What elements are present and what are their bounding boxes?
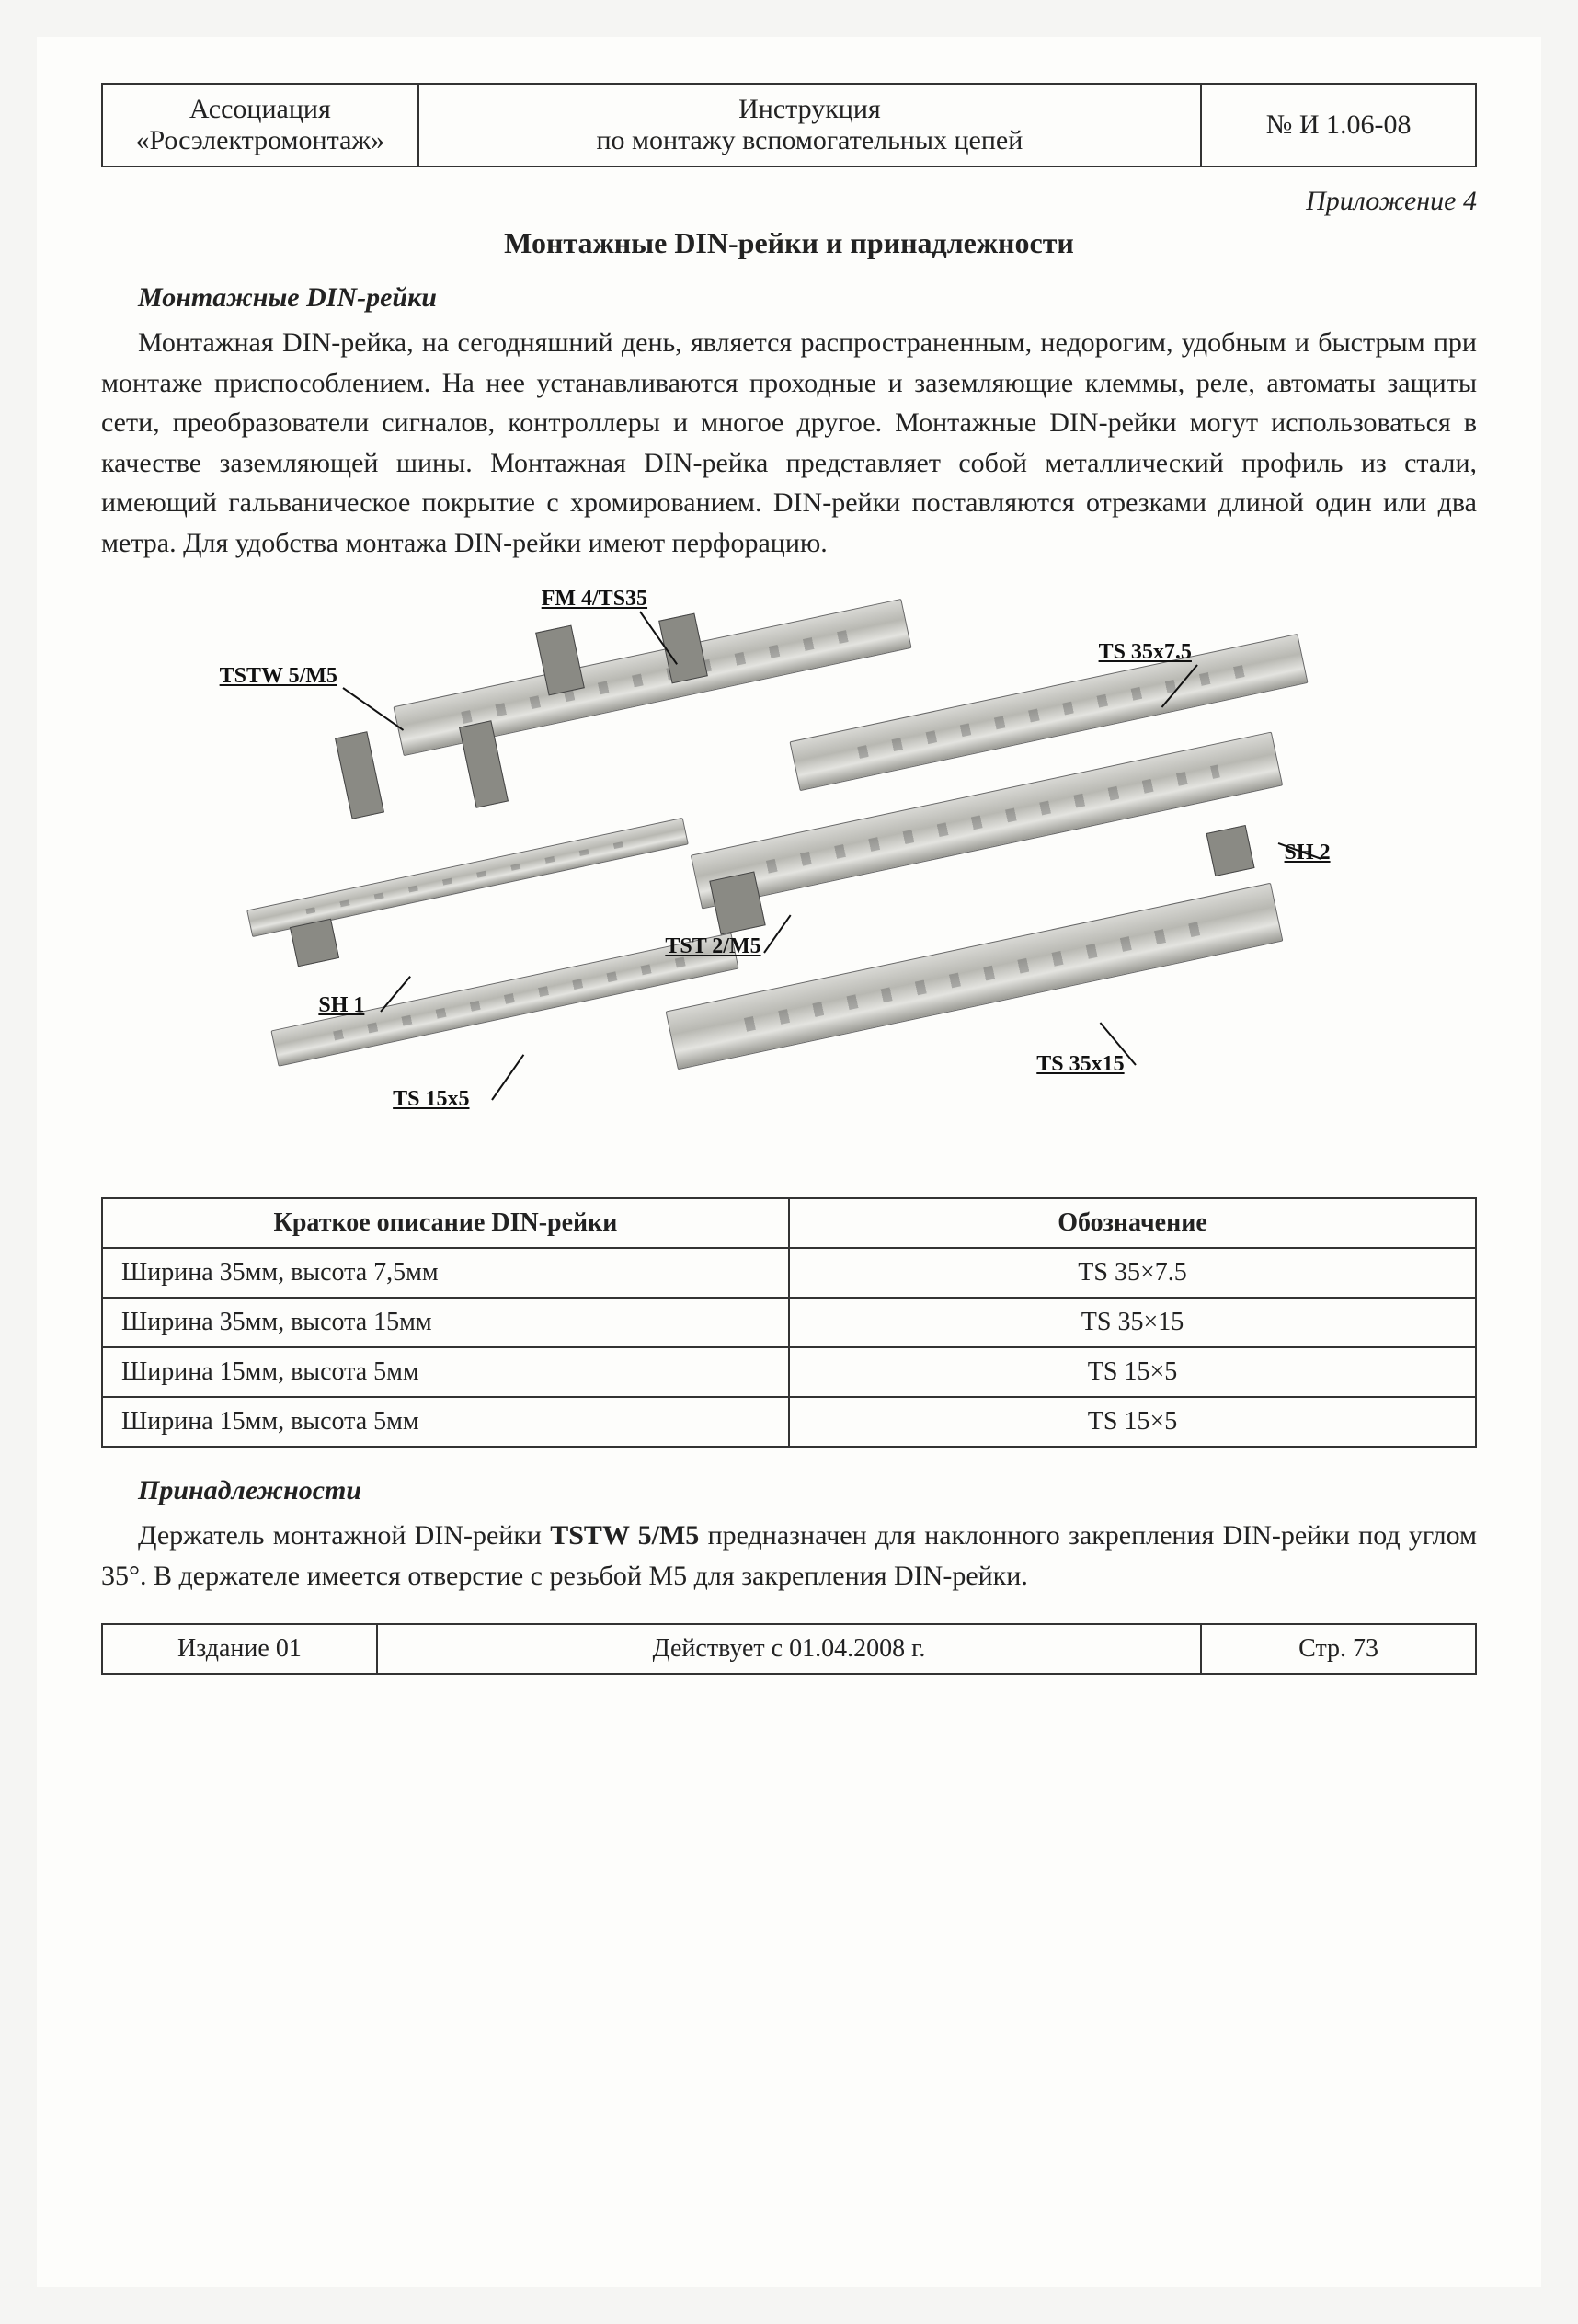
bracket-shape — [290, 919, 339, 967]
figure-label: TST 2/M5 — [665, 934, 760, 959]
section2-body: Держатель монтажной DIN-рейки TSTW 5/M5 … — [101, 1516, 1477, 1596]
figure-label: TSTW 5/M5 — [220, 664, 337, 689]
figure-label: TS 35x15 — [1036, 1052, 1124, 1077]
header-title-cell: Инструкция по монтажу вспомогательных це… — [418, 84, 1202, 166]
appendix-label: Приложение 4 — [101, 186, 1477, 217]
figure-label: TS 15x5 — [393, 1087, 469, 1112]
din-rail-shape — [246, 818, 688, 937]
header-title-line2: по монтажу вспомогательных цепей — [438, 125, 1183, 156]
footer-table: Издание 01 Действует с 01.04.2008 г. Стр… — [101, 1623, 1477, 1675]
table-cell-desc: Ширина 35мм, высота 7,5мм — [102, 1248, 789, 1298]
din-spec-table: Краткое описание DIN-рейки Обозначение Ш… — [101, 1197, 1477, 1448]
header-org-line2: «Росэлектромонтаж» — [121, 125, 399, 156]
header-docnum-cell: № И 1.06-08 — [1201, 84, 1476, 166]
header-org-cell: Ассоциация «Росэлектромонтаж» — [102, 84, 418, 166]
table-row: Ширина 15мм, высота 5ммTS 15×5 — [102, 1347, 1476, 1397]
figure-label: SH 1 — [318, 993, 364, 1018]
footer-page: Стр. 73 — [1201, 1624, 1476, 1674]
table-row: Ширина 15мм, высота 5ммTS 15×5 — [102, 1397, 1476, 1447]
table-cell-code: TS 15×5 — [789, 1397, 1476, 1447]
bracket-shape — [335, 732, 384, 820]
header-table: Ассоциация «Росэлектромонтаж» Инструкция… — [101, 83, 1477, 167]
leader-line — [491, 1054, 524, 1100]
table-col-header-0: Краткое описание DIN-рейки — [102, 1198, 789, 1248]
bracket-shape — [1206, 825, 1254, 876]
main-title: Монтажные DIN-рейки и принадлежности — [101, 226, 1477, 260]
header-org-line1: Ассоциация — [121, 94, 399, 125]
din-rail-figure: FM 4/TS35 TSTW 5/M5 TS 35x7.5 SH 2 TST 2/M5 S… — [170, 581, 1408, 1170]
footer-effective: Действует с 01.04.2008 г. — [377, 1624, 1201, 1674]
table-row: Ширина 35мм, высота 7,5ммTS 35×7.5 — [102, 1248, 1476, 1298]
table-cell-code: TS 35×15 — [789, 1298, 1476, 1347]
section2-body-bold: TSTW 5/M5 — [550, 1520, 699, 1551]
header-title-line1: Инструкция — [438, 94, 1183, 125]
din-rail-shape — [691, 732, 1284, 910]
footer-edition: Издание 01 — [102, 1624, 377, 1674]
section2-body-pre: Держатель монтажной DIN-рейки — [138, 1520, 550, 1551]
document-page: Ассоциация «Росэлектромонтаж» Инструкция… — [37, 37, 1541, 2287]
figure-label: TS 35x7.5 — [1099, 640, 1192, 665]
section1-heading: Монтажные DIN-рейки — [138, 282, 1477, 314]
table-cell-code: TS 35×7.5 — [789, 1248, 1476, 1298]
header-docnum: № И 1.06-08 — [1266, 109, 1412, 140]
section1-body: Монтажная DIN-рейка, на сегодняшний день… — [101, 323, 1477, 563]
table-col-header-1: Обозначение — [789, 1198, 1476, 1248]
table-row: Ширина 35мм, высота 15ммTS 35×15 — [102, 1298, 1476, 1347]
leader-line — [763, 915, 791, 954]
table-cell-desc: Ширина 15мм, высота 5мм — [102, 1347, 789, 1397]
table-cell-desc: Ширина 35мм, высота 15мм — [102, 1298, 789, 1347]
table-cell-desc: Ширина 15мм, высота 5мм — [102, 1397, 789, 1447]
figure-label: FM 4/TS35 — [542, 587, 647, 612]
table-cell-code: TS 15×5 — [789, 1347, 1476, 1397]
figure-label: SH 2 — [1285, 841, 1331, 865]
section2-heading: Принадлежности — [138, 1475, 1477, 1506]
